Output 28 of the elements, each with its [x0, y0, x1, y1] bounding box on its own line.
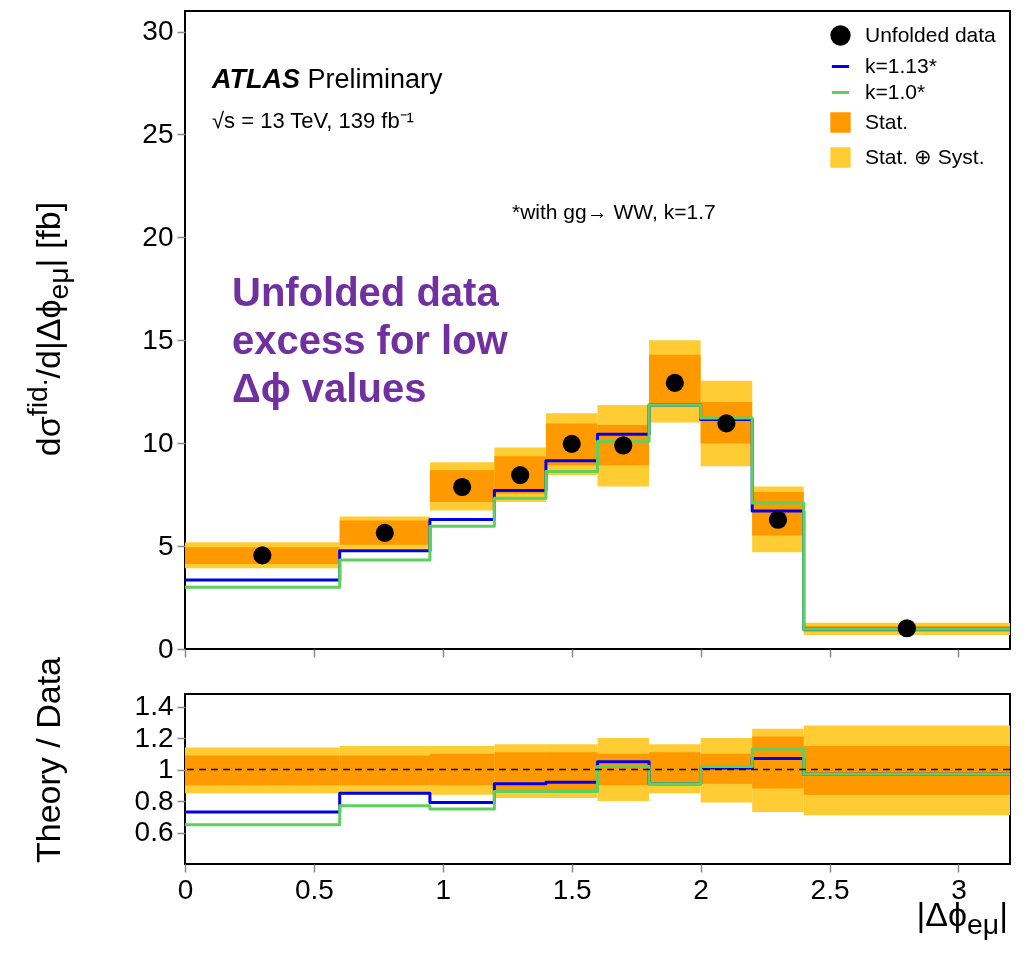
x-tick-label: 0	[177, 873, 194, 905]
y-tick-label: 20	[142, 220, 174, 252]
annotation: ATLAS Preliminary	[212, 64, 443, 95]
y-tick-label: 1.4	[134, 690, 174, 722]
y-tick-label: 1	[157, 753, 174, 785]
y-axis-title: Theory / Data	[28, 657, 68, 863]
annotation: √s = 13 TeV, 139 fb⁻¹	[212, 107, 414, 134]
annotation: Unfolded data excess for low Δϕ values	[232, 269, 509, 412]
legend-label: k=1.13*	[865, 53, 937, 77]
y-tick-label: 0.6	[134, 816, 174, 848]
legend-label: Unfolded data	[865, 22, 997, 46]
legend-label: Stat.	[865, 109, 909, 133]
x-tick-label: 2.5	[810, 873, 850, 905]
annotation: *with gg→ WW, k=1.7	[512, 200, 716, 224]
legend-label: k=1.0*	[865, 79, 926, 103]
x-tick-label: 2	[693, 873, 709, 905]
y-tick-label: 1.2	[134, 721, 174, 753]
x-tick-label: 0.5	[294, 873, 334, 905]
legend-label: Stat. ⊕ Syst.	[865, 144, 985, 168]
y-tick-label: 5	[157, 529, 174, 561]
y-tick-label: 30	[142, 15, 174, 47]
y-tick-label: 0	[157, 632, 174, 664]
x-tick-label: 1.5	[552, 873, 592, 905]
y-tick-label: 15	[142, 323, 174, 355]
y-tick-label: 25	[142, 117, 174, 149]
y-tick-label: 0.8	[134, 784, 174, 816]
y-tick-label: 10	[142, 426, 174, 458]
x-tick-label: 1	[435, 873, 452, 905]
